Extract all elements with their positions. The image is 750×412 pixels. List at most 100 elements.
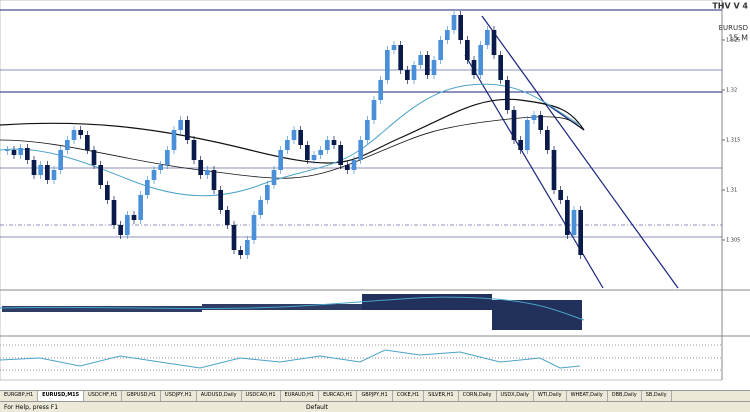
candles — [5, 11, 583, 259]
candle-body — [211, 170, 217, 190]
candle-body — [525, 120, 530, 150]
candle-body — [58, 150, 63, 170]
candle-body — [325, 140, 330, 150]
candle-body — [498, 55, 503, 80]
candle-body — [565, 200, 570, 235]
chart-tab[interactable]: USDCHF,H1 — [84, 391, 123, 401]
candle-body — [31, 160, 37, 175]
candle-body — [198, 160, 203, 175]
candle-body — [418, 55, 423, 65]
candle-body — [451, 15, 457, 30]
chart-tab[interactable]: COKE,H1 — [393, 391, 425, 401]
candle-body — [78, 130, 83, 135]
candle-body — [485, 30, 490, 45]
chart-tab[interactable]: GBPUSD,H1 — [122, 391, 162, 401]
candle-body — [18, 148, 23, 155]
candle-body — [145, 180, 150, 195]
y-tick-label: 1.315 — [726, 138, 740, 144]
chart-tab[interactable]: CORN,Daily — [459, 391, 497, 401]
candle-body — [205, 170, 210, 175]
candle-body — [558, 190, 563, 200]
ma-short — [0, 83, 581, 197]
candle-body — [138, 195, 143, 220]
candle-body — [291, 130, 297, 140]
chart-tab[interactable]: USDCAD,H1 — [242, 391, 281, 401]
y-tick-label: 1.305 — [726, 238, 740, 244]
candle-body — [398, 45, 403, 70]
candle-body — [338, 145, 343, 165]
candle-body — [51, 170, 57, 180]
profile-name: Default — [306, 403, 328, 411]
chart-tab[interactable]: AUDUSD,Daily — [197, 391, 242, 401]
candle-body — [545, 130, 550, 150]
candle-body — [65, 140, 70, 150]
candle-body — [365, 120, 370, 140]
candle-body — [551, 150, 557, 190]
candle-body — [391, 45, 397, 50]
candle-body — [258, 200, 263, 215]
chart: THV V 4 EURUSD 15 M 1.305 1.31 1.315 1.32 1.… — [0, 0, 750, 381]
candle-body — [191, 140, 197, 160]
candle-body — [151, 170, 157, 180]
help-text: For Help, press F1 — [4, 403, 59, 411]
chart-tab[interactable]: SILVER,H1 — [424, 391, 459, 401]
chart-tab[interactable]: EURGBP,H1 — [0, 391, 39, 401]
candle-body — [285, 140, 290, 150]
candle-body — [231, 225, 237, 250]
candle-body — [85, 135, 90, 150]
candle-body — [71, 130, 77, 140]
plot-area — [0, 0, 723, 381]
y-tick-label: 1.325 — [726, 38, 740, 44]
candle-body — [578, 210, 583, 255]
chart-tab[interactable]: USDJPY,H1 — [161, 391, 197, 401]
chart-tab[interactable]: EURCAD,H1 — [319, 391, 358, 401]
chart-tab[interactable]: SB,Daily — [642, 391, 672, 401]
indicator-name: THV V 4 — [712, 2, 748, 11]
candle-body — [571, 210, 577, 235]
candle-body — [218, 190, 223, 210]
candle-body — [491, 30, 497, 55]
candle-body — [271, 170, 277, 185]
candle-body — [438, 40, 443, 60]
symbol-label: EURUSD — [719, 24, 748, 32]
candle-body — [38, 165, 43, 175]
candle-body — [11, 150, 17, 155]
candle-body — [345, 165, 350, 170]
candle-body — [225, 210, 230, 225]
candle-body — [305, 145, 310, 160]
candle-body — [45, 165, 50, 180]
candle-body — [245, 240, 250, 255]
candle-body — [518, 140, 523, 150]
candle-body — [111, 200, 117, 225]
candle-body — [358, 140, 363, 160]
candle-body — [251, 215, 257, 240]
candle-body — [131, 215, 137, 220]
candle-body — [511, 110, 517, 140]
chart-tab[interactable]: EURUSD,M15 — [38, 391, 85, 401]
chart-tab[interactable]: USDX,Daily — [497, 391, 534, 401]
chart-tab[interactable]: GBPJPY,H1 — [357, 391, 393, 401]
candle-body — [158, 165, 163, 170]
chart-tab[interactable]: EURAUD,H1 — [281, 391, 320, 401]
candle-body — [318, 150, 323, 155]
status-bar: For Help, press F1 Default — [0, 401, 750, 412]
chart-tab[interactable]: WTI,Daily — [534, 391, 567, 401]
candle-body — [105, 185, 110, 200]
chart-tab[interactable]: DBB,Daily — [608, 391, 642, 401]
candle-body — [265, 185, 270, 200]
candle-body — [445, 30, 450, 40]
candle-body — [538, 115, 543, 130]
candle-body — [405, 70, 410, 80]
candle-body — [378, 80, 383, 100]
candle-body — [331, 140, 337, 145]
chart-tab[interactable]: WHEAT,Daily — [567, 391, 608, 401]
candle-body — [385, 50, 390, 80]
candle-body — [471, 60, 477, 75]
candle-body — [278, 150, 283, 170]
candle-body — [431, 60, 437, 75]
y-tick-label: 1.31 — [726, 188, 737, 194]
ma-long — [0, 98, 585, 164]
candle-body — [98, 165, 103, 185]
y-tick-label: 1.32 — [726, 88, 737, 94]
candle-body — [531, 115, 537, 120]
